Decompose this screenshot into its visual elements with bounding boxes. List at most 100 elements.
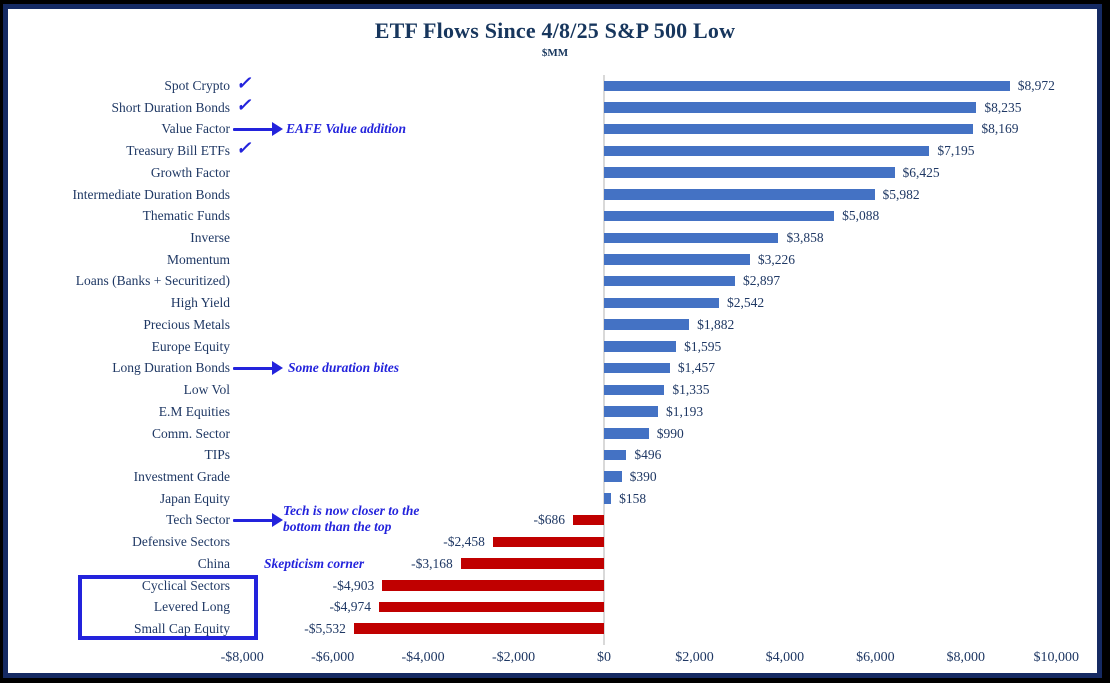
arrow-right-icon <box>233 357 283 379</box>
x-axis-tick-label: $6,000 <box>856 650 895 665</box>
value-label: $5,982 <box>882 186 920 202</box>
category-label: Thematic Funds <box>142 208 230 224</box>
value-label: $5,088 <box>842 208 880 224</box>
category-label: Momentum <box>167 251 230 267</box>
negative-bar <box>379 601 604 613</box>
positive-bar <box>604 189 875 200</box>
annotation-text: Tech is now closer to the bottom than th… <box>283 503 420 534</box>
checkmark-icon: ✓ <box>236 73 252 93</box>
category-label: Spot Crypto <box>164 78 230 93</box>
value-label: $7,195 <box>937 143 975 159</box>
chart-row: Inverse $3,858 <box>0 227 1110 249</box>
annotation-text: Some duration bites <box>288 360 400 375</box>
chart-row: Tech Sector -$686 <box>0 509 1110 531</box>
positive-bar <box>604 384 665 396</box>
x-axis-tick-label: -$6,000 <box>311 650 355 665</box>
chart-row: China -$3,168 <box>0 553 1110 575</box>
value-label: $158 <box>619 490 647 506</box>
value-label: $3,226 <box>757 251 795 267</box>
category-label: Low Vol <box>183 382 230 398</box>
category-label: Value Factor <box>161 121 230 137</box>
category-label: Treasury Bill ETFs <box>126 143 230 159</box>
positive-bar <box>604 232 779 244</box>
category-label: Intermediate Duration Bonds <box>72 186 230 202</box>
category-label: Levered Long <box>153 599 230 615</box>
chart-row: Short Duration Bonds $8,235 ✓ <box>0 94 1110 119</box>
checkmark-icon: ✓ <box>236 138 252 159</box>
category-label: Long Duration Bonds <box>112 360 230 376</box>
chart-row: Europe Equity $1,595 <box>0 336 1110 358</box>
negative-bar <box>382 580 604 591</box>
value-label: $390 <box>629 468 657 484</box>
category-label: Comm. Sector <box>152 425 230 441</box>
negative-bar <box>492 536 604 548</box>
category-label: Small Cap Equity <box>134 620 230 636</box>
chart-row: Long Duration Bonds $1,457 <box>0 357 1110 379</box>
chart-row: Comm. Sector $990 <box>0 423 1110 445</box>
x-axis: -$8,000 -$6,000 -$4,000 -$2,000 $0 $2,000 $4,0… <box>0 650 1110 670</box>
chart-row: Small Cap Equity -$5,532 <box>0 618 1110 640</box>
chart-row: Value Factor $8,169 <box>0 118 1110 140</box>
x-axis-tick-label: -$2,000 <box>491 650 536 665</box>
annotation-text: Skepticism corner <box>264 556 365 571</box>
chart-row: Low Vol $1,335 <box>0 379 1110 401</box>
value-label: $8,972 <box>1017 78 1055 93</box>
positive-bar <box>604 449 627 461</box>
highlight-box <box>78 575 258 640</box>
value-label: -$4,974 <box>329 599 372 615</box>
checkmark-icon: ✓ <box>236 94 252 115</box>
x-axis-tick-label: -$4,000 <box>401 650 445 665</box>
chart-row: Levered Long -$4,974 <box>0 596 1110 618</box>
arrow-right-icon <box>233 118 283 140</box>
chart-subtitle: $MM <box>541 47 569 59</box>
value-label: $1,193 <box>665 403 704 419</box>
value-label: $496 <box>634 447 662 463</box>
category-label: Cyclical Sectors <box>141 577 230 593</box>
category-label: E.M Equities <box>158 403 230 419</box>
chart-row: Momentum $3,226 <box>0 249 1110 271</box>
x-axis-tick-label: $2,000 <box>675 650 714 665</box>
negative-bar <box>572 514 604 526</box>
positive-bar <box>604 297 719 309</box>
positive-bar <box>604 123 974 135</box>
chart-row: Treasury Bill ETFs $7,195 ✓ <box>0 138 1110 162</box>
positive-bar <box>604 471 622 482</box>
x-axis-tick-label: $4,000 <box>765 650 805 665</box>
category-label: Investment Grade <box>133 468 230 484</box>
chart-row: Intermediate Duration Bonds $5,982 <box>0 184 1110 206</box>
value-label: -$686 <box>533 512 565 528</box>
chart-row: Growth Factor $6,425 <box>0 162 1110 184</box>
category-label: Growth Factor <box>150 164 230 180</box>
chart-row: Precious Metals $1,882 <box>0 314 1110 336</box>
category-label: Japan Equity <box>159 490 230 506</box>
chart-row: E.M Equities $1,193 <box>0 401 1110 423</box>
value-label: $2,897 <box>743 273 781 289</box>
chart-row: Investment Grade $390 <box>0 466 1110 488</box>
value-label: $1,457 <box>677 360 715 376</box>
chart-row: Thematic Funds $5,088 <box>0 205 1110 227</box>
category-label: High Yield <box>170 295 230 311</box>
positive-bar <box>604 254 750 265</box>
value-label: $1,335 <box>672 382 710 398</box>
value-label: $3,858 <box>786 230 824 246</box>
category-label: China <box>197 555 230 571</box>
annotation-text: EAFE Value addition <box>286 121 407 136</box>
category-label: TIPs <box>204 447 230 463</box>
positive-bar <box>604 275 735 287</box>
chart-row: Loans (Banks + Securitized) $2,897 <box>0 270 1110 292</box>
category-label: Short Duration Bonds <box>111 99 230 115</box>
value-label: -$2,458 <box>443 534 485 550</box>
value-label: $990 <box>656 425 684 441</box>
value-label: -$5,532 <box>304 620 346 636</box>
negative-bar <box>353 623 604 634</box>
value-label: $8,235 <box>984 99 1022 115</box>
chart-row: Defensive Sectors -$2,458 <box>0 531 1110 553</box>
positive-bar <box>604 102 977 113</box>
category-label: Tech Sector <box>166 512 230 528</box>
x-axis-tick-label: $8,000 <box>946 650 986 665</box>
category-label: Europe Equity <box>151 338 230 354</box>
value-label: $6,425 <box>902 164 940 180</box>
positive-bar <box>604 145 930 157</box>
value-label: $2,542 <box>726 295 765 311</box>
